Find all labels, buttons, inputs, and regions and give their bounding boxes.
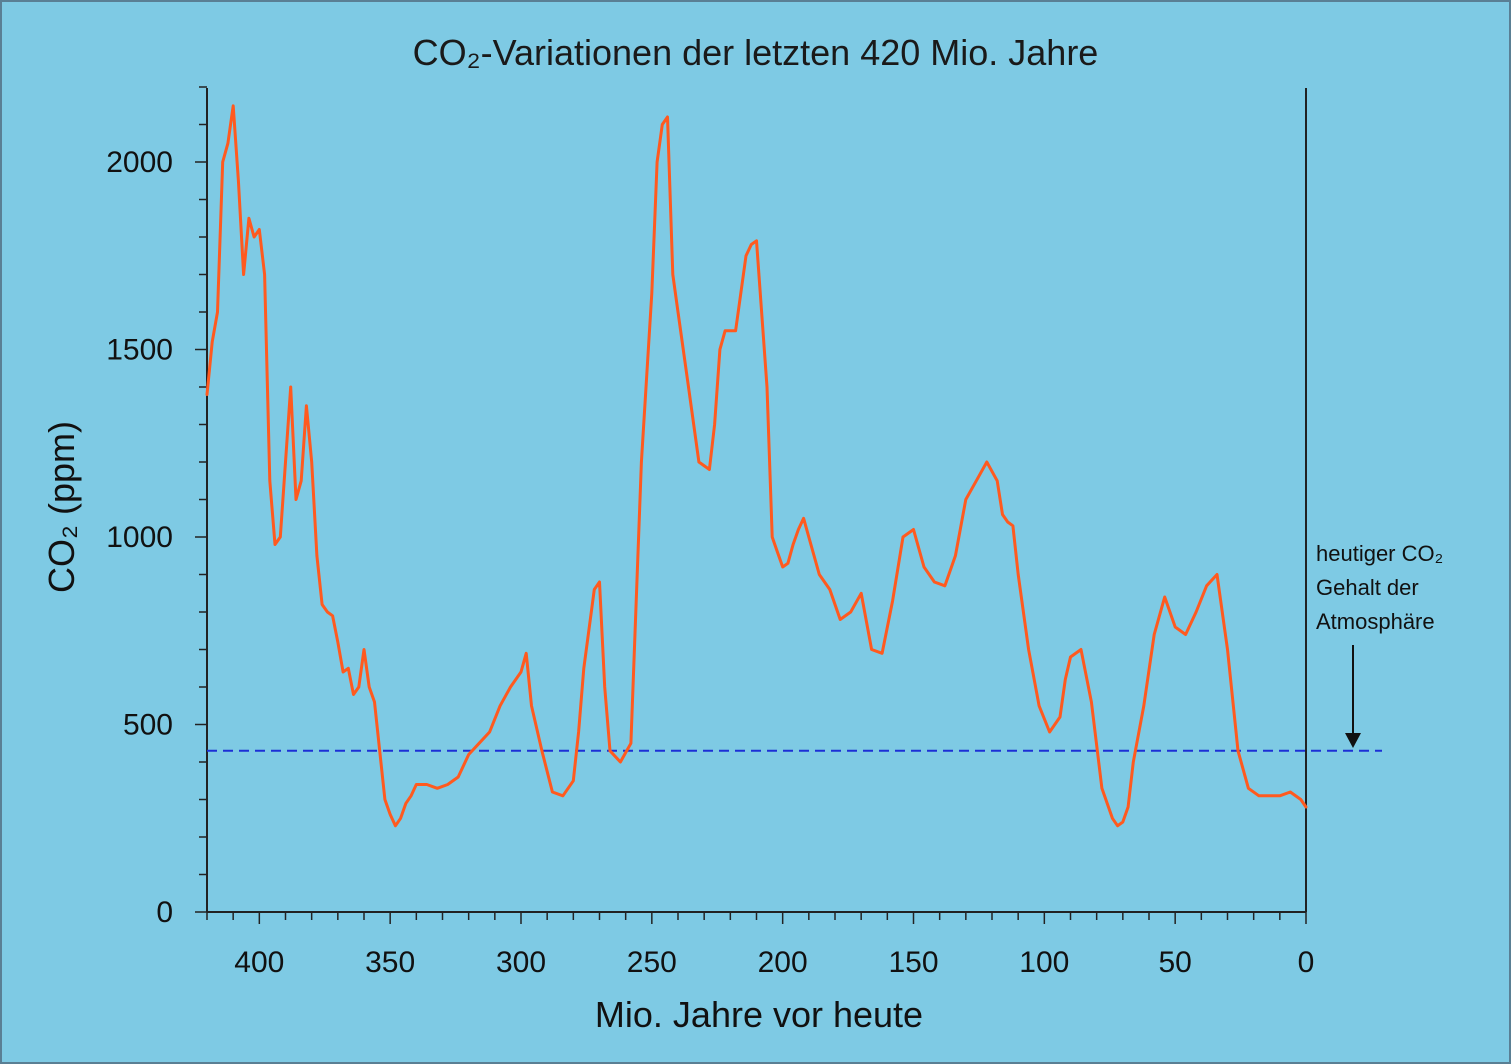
co2-series-line-0: [205, 104, 1308, 828]
x-tick-label: 250: [627, 946, 677, 979]
x-tick-label: 100: [1019, 946, 1069, 979]
y-tick-label: 2000: [106, 146, 173, 179]
annotation-line-2: Gehalt der: [1316, 575, 1419, 600]
y-tick-label: 0: [156, 896, 173, 929]
x-tick-label: 150: [888, 946, 938, 979]
x-axis-label: Mio. Jahre vor heute: [594, 994, 924, 1035]
y-tick-label: 1500: [106, 334, 173, 367]
annotation-line-1: heutiger CO₂: [1316, 541, 1444, 566]
x-tick-label: 400: [234, 946, 284, 979]
present-co2-annotation: heutiger CO₂ Gehalt der Atmosphäre: [1316, 537, 1506, 639]
x-tick-label: 350: [365, 946, 415, 979]
y-tick-label: 1000: [106, 521, 173, 554]
annotation-line-3: Atmosphäre: [1316, 609, 1435, 634]
x-tick-label: 50: [1158, 946, 1191, 979]
x-tick-label: 300: [496, 946, 546, 979]
x-tick-label: 200: [758, 946, 808, 979]
x-tick-label: 0: [1298, 946, 1315, 979]
y-tick-label: 500: [123, 709, 173, 742]
annotation-arrow-head: [1345, 733, 1361, 748]
chart-title: CO₂-Variationen der letzten 420 Mio. Jah…: [412, 32, 1099, 73]
